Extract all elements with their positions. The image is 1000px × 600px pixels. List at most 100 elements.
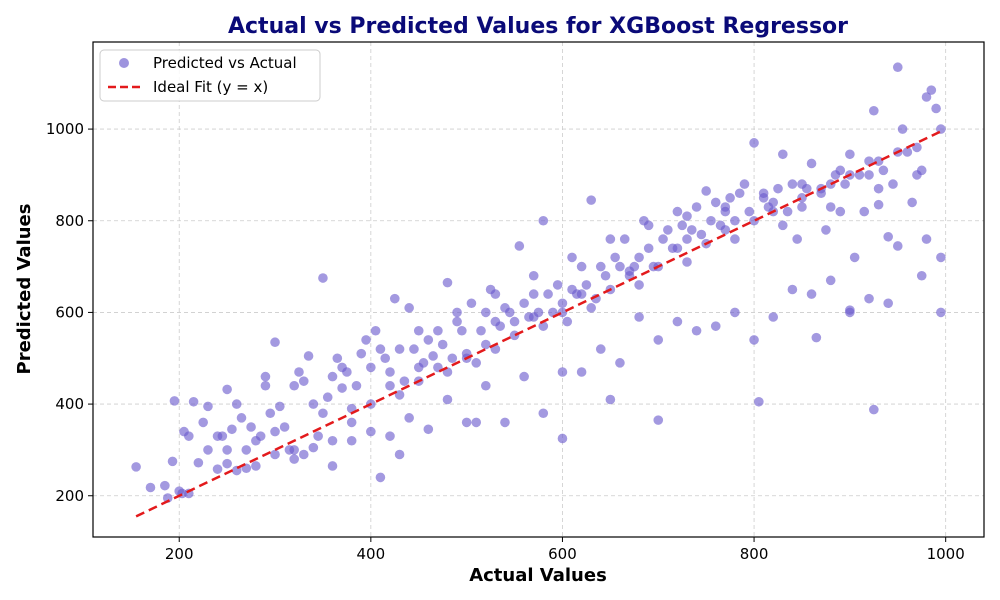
data-point [567,252,577,263]
data-point [595,261,606,272]
data-point [701,186,711,196]
data-point [294,367,304,377]
data-point [634,312,644,322]
data-point [394,344,405,354]
ideal-fit-line [135,130,942,518]
data-point [864,170,874,180]
data-point [840,179,850,189]
data-point [730,307,740,318]
data-point [461,417,472,428]
data-point [869,105,879,116]
data-point [167,456,178,467]
data-point [825,275,836,286]
data-point [193,457,204,468]
legend-scatter-marker [119,58,129,68]
x-axis-label: Actual Values [469,565,607,586]
data-point [356,348,367,359]
data-point [873,183,884,194]
data-point [423,335,434,345]
data-point [921,92,932,102]
data-point [231,399,242,409]
data-point [270,337,280,348]
data-point [825,179,836,189]
data-point [332,353,343,364]
data-point [653,335,664,345]
data-point [576,261,587,272]
data-point [145,482,156,493]
data-point [562,316,573,327]
data-point [883,231,893,242]
data-point [212,464,223,474]
data-point [778,149,788,160]
data-point [892,62,903,73]
data-point [811,332,822,343]
data-point [916,270,927,281]
data-point [600,270,611,281]
data-point [188,396,199,407]
data-point [658,234,668,244]
data-point [222,458,232,469]
data-point [873,156,884,166]
data-point [289,380,299,391]
data-point [509,316,520,327]
y-tick-label: 800 [55,212,84,230]
data-point [926,85,937,95]
data-point [538,215,549,226]
data-point [864,293,874,304]
data-point [706,215,716,226]
data-point [528,312,539,322]
data-point [428,351,438,361]
legend: Predicted vs Actual Ideal Fit (y = x) [99,49,321,102]
data-point [413,325,424,336]
data-point [528,270,539,281]
x-axis-ticks: 200 400 600 800 1000 [165,537,965,563]
data-point [557,433,568,444]
data-point [303,351,314,361]
y-tick-label: 1000 [46,120,84,138]
data-point [198,417,208,428]
data-point [782,206,793,217]
data-point [768,197,779,208]
data-point [552,280,563,290]
data-point [457,325,467,336]
data-point [538,408,549,419]
data-point [519,298,529,309]
data-point [557,307,568,318]
data-point [936,307,946,318]
data-point [327,371,338,382]
data-point [490,289,501,299]
data-point [212,431,223,441]
data-point [557,298,568,309]
data-point [433,325,443,336]
x-tick-label: 400 [357,545,386,563]
data-point [730,215,740,226]
data-point [394,449,405,460]
data-point [279,422,290,432]
data-point [797,202,807,212]
data-point [605,394,616,405]
data-point [437,339,448,350]
legend-label-ideal: Ideal Fit (y = x) [153,78,268,96]
data-point [452,307,462,318]
data-point [246,422,256,432]
data-point [385,431,395,441]
data-point [710,197,721,208]
data-point [691,202,702,212]
data-point [466,298,477,309]
data-point [528,289,539,299]
legend-label-scatter: Predicted vs Actual [153,54,297,72]
data-point [749,335,759,345]
data-point [619,234,630,244]
data-point [744,206,755,217]
data-point [710,321,721,331]
data-point [313,431,323,441]
y-tick-label: 600 [55,303,84,321]
data-point [586,303,596,313]
data-point [610,252,620,263]
data-point [835,165,846,176]
data-point [131,462,141,472]
data-point [686,225,697,235]
data-point [878,165,889,176]
data-point [346,417,357,428]
